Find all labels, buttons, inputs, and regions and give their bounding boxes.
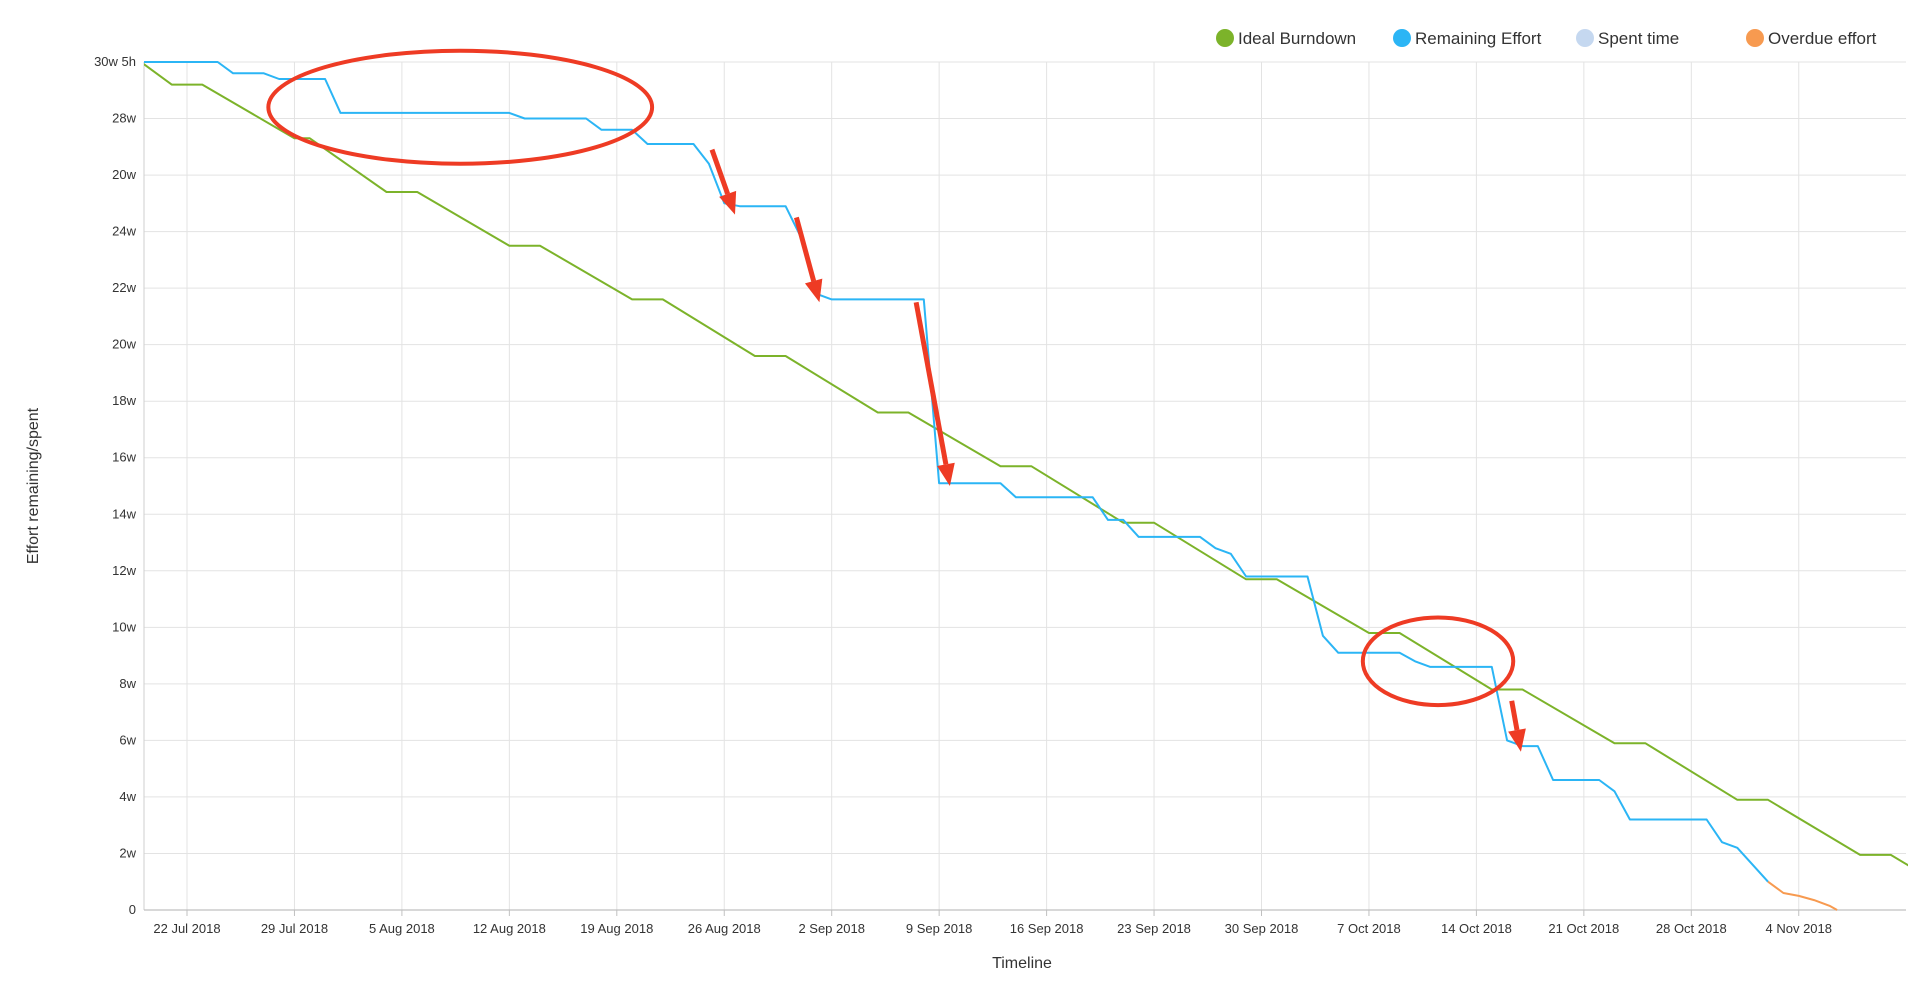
legend-marker (1746, 29, 1764, 47)
x-axis-title: Timeline (992, 955, 1052, 972)
tick-labels: 0 2w 4w 6w 8w 10w 12w 14w 16w 18w 20w 22w 24w 20w 28w 3… (94, 54, 1832, 936)
x-tick-label: 4 Nov 2018 (1766, 921, 1833, 936)
x-tick-label: 30 Sep 2018 (1225, 921, 1299, 936)
y-tick-label: 18w (112, 393, 136, 408)
y-tick-label: 28w (112, 111, 136, 126)
grid (144, 61, 1906, 910)
x-tick-label: 29 Jul 2018 (261, 921, 328, 936)
y-tick-label: 4w (119, 789, 136, 804)
highlight-ellipse (266, 48, 655, 166)
arrow-shaft (913, 301, 949, 465)
x-tick-label: 21 Oct 2018 (1548, 921, 1619, 936)
legend: Ideal Burndown Remaining Effort Spent time… (1216, 29, 1877, 48)
y-tick-label: 22w (112, 280, 136, 295)
x-tick-label: 19 Aug 2018 (580, 921, 653, 936)
y-tick-label: 16w (112, 450, 136, 465)
legend-item-ideal-burndown[interactable]: Ideal Burndown (1216, 29, 1356, 48)
overdue-effort-line (1767, 880, 1838, 911)
legend-label: Overdue effort (1768, 29, 1877, 48)
y-tick-label: 10w (112, 619, 136, 634)
series-lines (144, 61, 1908, 911)
arrow-shaft (709, 148, 731, 195)
legend-marker (1576, 29, 1594, 47)
x-tick-label: 2 Sep 2018 (798, 921, 865, 936)
x-tick-label: 12 Aug 2018 (473, 921, 546, 936)
y-tick-label: 30w 5h (94, 54, 136, 69)
legend-label: Ideal Burndown (1238, 29, 1356, 48)
y-tick-label: 0 (129, 902, 136, 917)
x-tick-label: 14 Oct 2018 (1441, 921, 1512, 936)
x-tick-label: 5 Aug 2018 (369, 921, 435, 936)
arrow-head (719, 190, 737, 215)
y-tick-label: 14w (112, 506, 136, 521)
remaining-effort-line (144, 61, 1769, 883)
y-tick-label: 8w (119, 676, 136, 691)
x-tick-label: 28 Oct 2018 (1656, 921, 1727, 936)
y-tick-label: 20w (112, 337, 136, 352)
annotations (266, 48, 1526, 752)
x-tick-label: 26 Aug 2018 (688, 921, 761, 936)
legend-label: Remaining Effort (1415, 29, 1542, 48)
arrow-head (937, 462, 955, 486)
legend-item-remaining-effort[interactable]: Remaining Effort (1393, 29, 1542, 48)
legend-marker (1393, 29, 1411, 47)
x-tick-label: 7 Oct 2018 (1337, 921, 1401, 936)
arrow (709, 148, 737, 215)
legend-marker (1216, 29, 1234, 47)
y-axis-title: Effort remaining/spent (25, 407, 42, 564)
legend-item-overdue-effort[interactable]: Overdue effort (1746, 29, 1877, 48)
arrow-head (804, 278, 823, 303)
y-tick-label: 6w (119, 732, 136, 747)
arrow (793, 216, 823, 303)
y-tick-label: 12w (112, 563, 136, 578)
legend-item-spent-time[interactable]: Spent time (1576, 29, 1679, 48)
arrow (913, 301, 955, 486)
x-tick-label: 23 Sep 2018 (1117, 921, 1191, 936)
arrow (1508, 700, 1526, 752)
x-tick-label: 9 Sep 2018 (906, 921, 973, 936)
y-tick-label: 2w (119, 845, 136, 860)
arrow-head (1508, 728, 1526, 752)
arrow-shaft (793, 216, 817, 282)
y-tick-label: 24w (112, 224, 136, 239)
arrow-shaft (1509, 700, 1520, 731)
axes (143, 62, 1906, 916)
ideal-burndown-line (144, 63, 1908, 867)
legend-label: Spent time (1598, 29, 1679, 48)
x-tick-label: 16 Sep 2018 (1010, 921, 1084, 936)
x-tick-label: 22 Jul 2018 (153, 921, 220, 936)
highlight-ellipse (1360, 615, 1516, 708)
y-tick-label: 20w (112, 167, 136, 182)
